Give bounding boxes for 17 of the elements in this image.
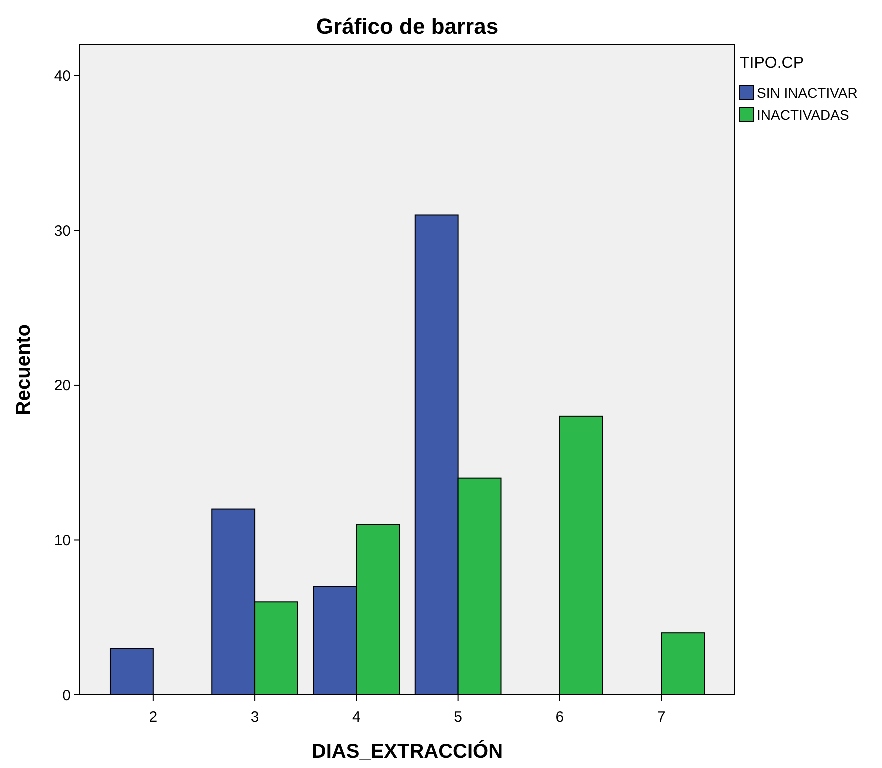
legend-label: INACTIVADAS: [757, 107, 850, 123]
y-tick-label: 40: [54, 68, 71, 86]
legend-title: TIPO.CP: [740, 55, 804, 72]
x-tick-label: 6: [556, 709, 564, 726]
y-tick-label: 10: [54, 532, 71, 550]
y-tick-label: 30: [54, 222, 71, 240]
x-axis-title: DIAS_EXTRACCIÓN: [312, 740, 504, 763]
x-tick-label: 3: [250, 709, 260, 726]
x-tick-label: 5: [454, 709, 462, 726]
x-tick-label: 2: [149, 709, 158, 726]
chart-title: Gráfico de barras: [316, 14, 499, 39]
y-tick-label: 20: [54, 378, 71, 395]
x-tick-label: 4: [352, 709, 361, 726]
y-axis-title: Recuento: [13, 324, 35, 416]
legend-label: SIN INACTIVAR: [757, 85, 858, 101]
y-tick-label: 0: [62, 687, 71, 704]
x-tick-label: 7: [657, 709, 666, 726]
